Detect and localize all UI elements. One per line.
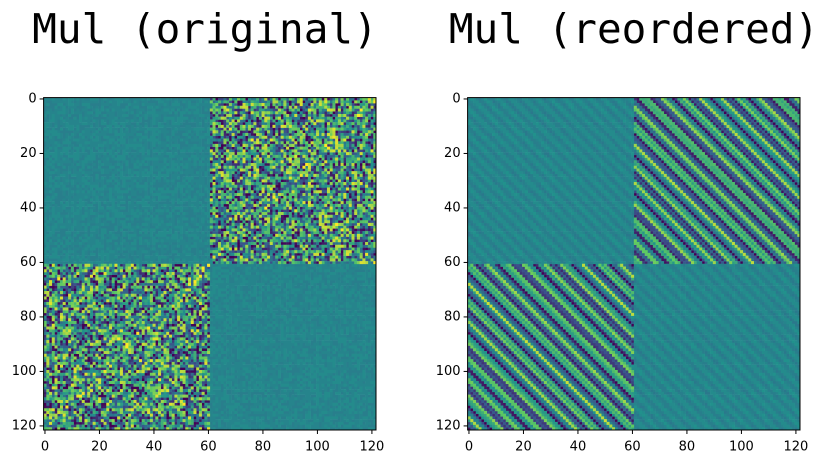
y-tick-label: 40	[444, 200, 461, 215]
heatmap-cells	[43, 97, 377, 431]
y-tick-label: 20	[444, 146, 461, 161]
x-tick-label: 0	[465, 440, 473, 455]
heatmap-cells	[467, 97, 801, 431]
y-tick-label: 100	[436, 364, 461, 379]
y-tick-label: 100	[12, 364, 37, 379]
heatmap-cells	[43, 100, 377, 431]
x-tick-label: 80	[679, 440, 696, 455]
x-tick-label: 0	[41, 440, 49, 455]
y-tick-label: 60	[20, 255, 37, 270]
heatmap-cells	[467, 97, 801, 431]
x-tick-label: 20	[91, 440, 108, 455]
x-tick-label: 60	[200, 440, 217, 455]
x-tick-label: 100	[305, 440, 330, 455]
heatmap-cells	[467, 97, 801, 431]
chart-title: Mul (reordered)	[449, 5, 819, 53]
chart-title: Mul (original)	[32, 5, 378, 53]
axes-frame	[467, 97, 801, 431]
heatmap-cells	[43, 97, 377, 431]
heatmap-image	[467, 97, 801, 431]
x-tick-label: 40	[146, 440, 163, 455]
heatmap-cells	[467, 97, 801, 431]
x-tick-label: 40	[570, 440, 587, 455]
heatmap-cells	[43, 97, 377, 431]
axes-frame	[43, 97, 377, 431]
y-tick-label: 0	[452, 91, 460, 106]
heatmap-cells	[470, 100, 801, 431]
heatmap-image	[43, 97, 377, 431]
x-tick-label: 120	[783, 440, 808, 455]
heatmap-cells	[43, 97, 377, 431]
x-tick-label: 120	[359, 440, 384, 455]
x-tick-label: 100	[729, 440, 754, 455]
y-tick-label: 80	[20, 309, 37, 324]
x-tick-label: 20	[515, 440, 532, 455]
y-tick-label: 80	[444, 309, 461, 324]
y-tick-label: 40	[20, 200, 37, 215]
y-tick-label: 120	[12, 418, 37, 433]
heatmap-cells	[467, 97, 801, 431]
y-tick-label: 0	[28, 91, 36, 106]
x-tick-label: 60	[624, 440, 641, 455]
y-tick-label: 20	[20, 146, 37, 161]
y-tick-label: 120	[436, 418, 461, 433]
heatmap-cells	[481, 296, 607, 423]
heatmap-cells	[467, 97, 801, 431]
x-tick-label: 80	[255, 440, 272, 455]
y-tick-label: 60	[444, 255, 461, 270]
